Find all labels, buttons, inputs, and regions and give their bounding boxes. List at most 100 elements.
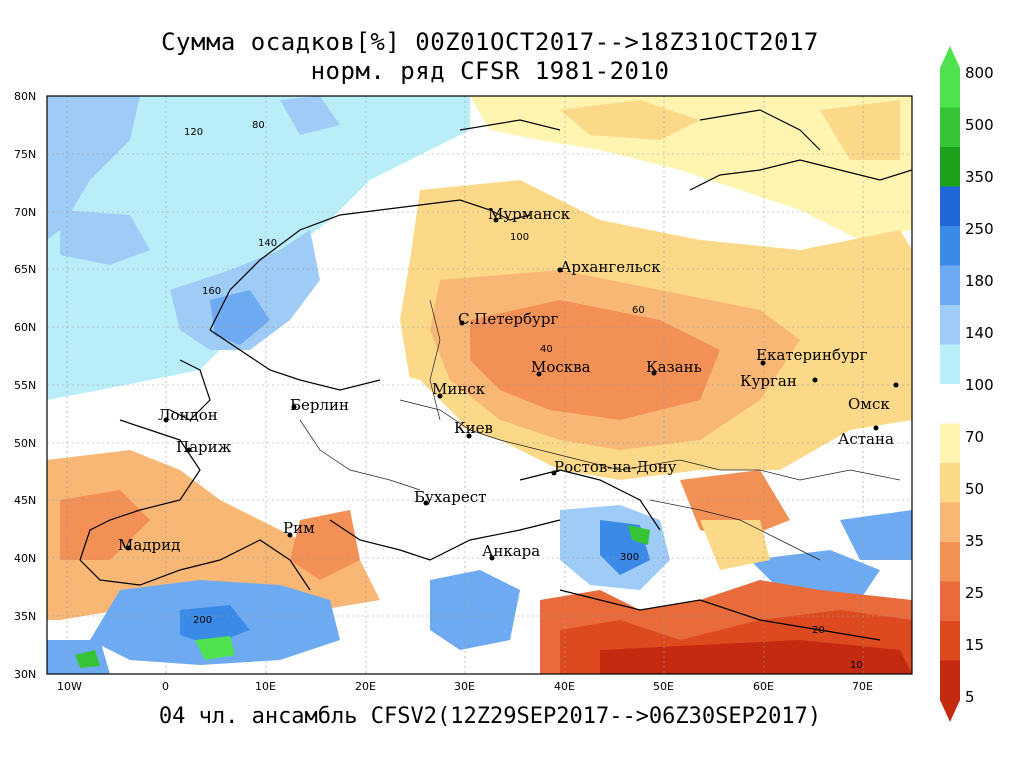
lon-label: 0	[162, 680, 169, 693]
city-dot	[437, 393, 443, 399]
colorbar-swatch	[940, 186, 960, 227]
lon-label: 70E	[852, 680, 873, 693]
city-dot	[493, 217, 499, 223]
city-label: Лондон	[158, 406, 218, 424]
city-dot	[812, 377, 818, 383]
city-label: Курган	[740, 372, 797, 390]
city-label: Киев	[454, 419, 493, 437]
city-dot	[489, 555, 495, 561]
colorbar-label: 70	[965, 428, 985, 446]
city-label: С.Петербург	[458, 310, 558, 328]
contour-label: 140	[258, 238, 277, 249]
city-dot	[873, 425, 879, 431]
colorbar-swatch	[940, 344, 960, 385]
lat-label: 60N	[14, 321, 36, 334]
lat-label: 70N	[14, 206, 36, 219]
colorbar-label: 5	[965, 688, 975, 706]
longitude-labels: 10W 0 10E 20E 30E 40E 50E 60E 70E	[57, 680, 873, 693]
city-dot	[893, 382, 899, 388]
colorbar-label: 250	[965, 220, 994, 238]
lon-label: 50E	[653, 680, 674, 693]
city-dot	[459, 320, 465, 326]
contour-label: 60	[632, 305, 645, 316]
city-dot	[163, 417, 169, 423]
contour-label: 80	[252, 120, 265, 131]
colorbar-swatch	[940, 147, 960, 187]
city-label: Мурманск	[488, 205, 571, 223]
lat-label: 55N	[14, 379, 36, 392]
map-title: Сумма осадков[%] 00Z01OCT2017-->18Z31OCT…	[161, 28, 819, 56]
city-label: Берлин	[290, 396, 349, 414]
lat-label: 75N	[14, 148, 36, 161]
colorbar-swatch	[940, 265, 960, 306]
city-label: Минск	[432, 380, 486, 398]
city-label: Мадрид	[118, 536, 180, 554]
contour-labels: 120 80 100 140 60 160 40 200 300 20 10	[184, 120, 863, 671]
colorbar-swatch	[940, 660, 960, 701]
contour-label: 300	[620, 552, 639, 563]
city-dot	[551, 470, 557, 476]
city-label: Анкара	[482, 542, 540, 560]
lat-label: 45N	[14, 494, 36, 507]
colorbar-swatch	[940, 305, 960, 345]
contour-label: 40	[540, 344, 553, 355]
city-dot	[125, 545, 131, 551]
lat-label: 50N	[14, 437, 36, 450]
colorbar-label: 140	[965, 324, 994, 342]
contour-label: 20	[812, 625, 825, 636]
coastlines	[79, 109, 912, 641]
city-dot	[466, 433, 472, 439]
colorbar-swatch	[940, 423, 960, 464]
country-borders	[299, 299, 901, 561]
lat-label: 80N	[14, 90, 36, 103]
contour-label: 200	[193, 615, 212, 626]
city-label: Ростов-на-Дону	[554, 458, 677, 476]
contour-label: 100	[510, 232, 529, 243]
colorbar-label: 180	[965, 272, 994, 290]
colorbar-label: 25	[965, 584, 985, 602]
city-dot	[760, 360, 766, 366]
lon-label: 30E	[454, 680, 475, 693]
city-dot	[291, 404, 297, 410]
latitude-labels: 80N 75N 70N 65N 60N 55N 50N 45N 40N 35N …	[14, 90, 36, 681]
city-dot	[287, 532, 293, 538]
city-dot	[536, 371, 542, 377]
map-frame	[46, 95, 913, 675]
colorbar-swatch	[940, 107, 960, 148]
colorbar-top-arrow	[940, 46, 960, 68]
colorbar	[940, 46, 960, 722]
colorbar-swatch	[940, 384, 960, 424]
colorbar-bottom-arrow	[940, 700, 960, 722]
contour-label: 160	[202, 286, 221, 297]
lon-label: 40E	[554, 680, 575, 693]
city-dot	[423, 500, 429, 506]
colorbar-label: 800	[965, 64, 994, 82]
city-dot	[186, 447, 192, 453]
colorbar-label: 15	[965, 636, 985, 654]
contour-label: 120	[184, 127, 203, 138]
city-label: Екатеринбург	[756, 346, 867, 364]
city-label: Казань	[646, 358, 702, 376]
colorbar-label: 350	[965, 168, 994, 186]
city-dot	[557, 267, 563, 273]
colorbar-swatch	[940, 68, 960, 108]
map-subtitle: норм. ряд CFSR 1981-2010	[310, 57, 670, 85]
graticule	[47, 96, 912, 674]
colorbar-swatch	[940, 581, 960, 622]
colorbar-label: 500	[965, 116, 994, 134]
colorbar-label: 50	[965, 480, 985, 498]
lat-label: 30N	[14, 668, 36, 681]
colorbar-label: 100	[965, 376, 994, 394]
lat-label: 40N	[14, 552, 36, 565]
contour-label: 10	[850, 660, 863, 671]
colorbar-label: 35	[965, 532, 985, 550]
lat-label: 35N	[14, 610, 36, 623]
colorbar-swatch	[940, 226, 960, 266]
lon-label: 10E	[255, 680, 276, 693]
city-label: Рим	[283, 519, 315, 537]
city-dot	[651, 370, 657, 376]
cities: Мурманск Архангельск С.Петербург Москва …	[118, 205, 899, 561]
city-label: Париж	[176, 438, 232, 456]
colorbar-swatch	[940, 502, 960, 543]
